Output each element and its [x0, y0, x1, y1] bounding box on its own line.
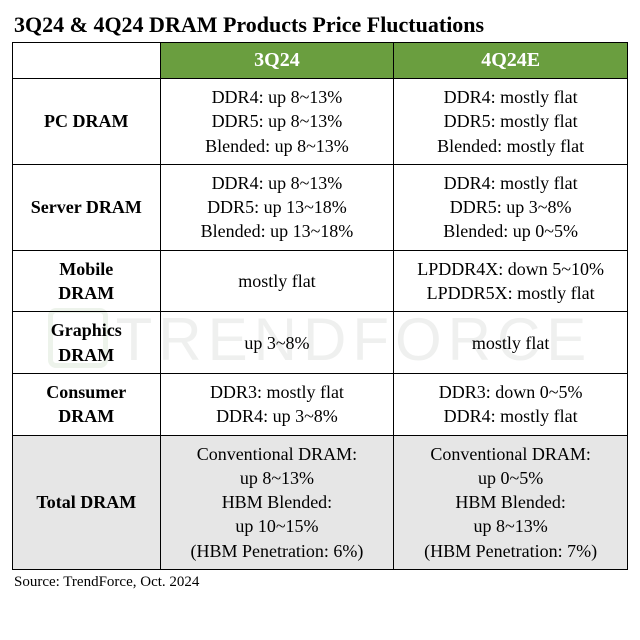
page-title: 3Q24 & 4Q24 DRAM Products Price Fluctuat… [14, 12, 628, 38]
cell-pc-q4: DDR4: mostly flat DDR5: mostly flat Blen… [394, 79, 628, 165]
row-total-dram: Total DRAM Conventional DRAM: up 8~13% H… [13, 435, 628, 569]
row-server-dram: Server DRAM DDR4: up 8~13% DDR5: up 13~1… [13, 164, 628, 250]
cell-server-q3: DDR4: up 8~13% DDR5: up 13~18% Blended: … [160, 164, 394, 250]
row-label-mobile: Mobile DRAM [13, 250, 161, 312]
cell-total-q3: Conventional DRAM: up 8~13% HBM Blended:… [160, 435, 394, 569]
table-header-row: 3Q24 4Q24E [13, 43, 628, 79]
cell-total-q4: Conventional DRAM: up 0~5% HBM Blended: … [394, 435, 628, 569]
cell-pc-q3: DDR4: up 8~13% DDR5: up 8~13% Blended: u… [160, 79, 394, 165]
cell-consumer-q3: DDR3: mostly flat DDR4: up 3~8% [160, 373, 394, 435]
cell-mobile-q3: mostly flat [160, 250, 394, 312]
row-graphics-dram: Graphics DRAM up 3~8% mostly flat [13, 312, 628, 374]
row-pc-dram: PC DRAM DDR4: up 8~13% DDR5: up 8~13% Bl… [13, 79, 628, 165]
row-label-consumer: Consumer DRAM [13, 373, 161, 435]
cell-server-q4: DDR4: mostly flat DDR5: up 3~8% Blended:… [394, 164, 628, 250]
row-label-server: Server DRAM [13, 164, 161, 250]
cell-mobile-q4: LPDDR4X: down 5~10% LPDDR5X: mostly flat [394, 250, 628, 312]
header-4q24e: 4Q24E [394, 43, 628, 79]
source-line: Source: TrendForce, Oct. 2024 [14, 574, 628, 591]
cell-graphics-q4: mostly flat [394, 312, 628, 374]
cell-consumer-q4: DDR3: down 0~5% DDR4: mostly flat [394, 373, 628, 435]
header-blank [13, 43, 161, 79]
row-label-pc: PC DRAM [13, 79, 161, 165]
price-table: 3Q24 4Q24E PC DRAM DDR4: up 8~13% DDR5: … [12, 42, 628, 570]
header-3q24: 3Q24 [160, 43, 394, 79]
row-consumer-dram: Consumer DRAM DDR3: mostly flat DDR4: up… [13, 373, 628, 435]
row-label-graphics: Graphics DRAM [13, 312, 161, 374]
row-label-total: Total DRAM [13, 435, 161, 569]
row-mobile-dram: Mobile DRAM mostly flat LPDDR4X: down 5~… [13, 250, 628, 312]
cell-graphics-q3: up 3~8% [160, 312, 394, 374]
